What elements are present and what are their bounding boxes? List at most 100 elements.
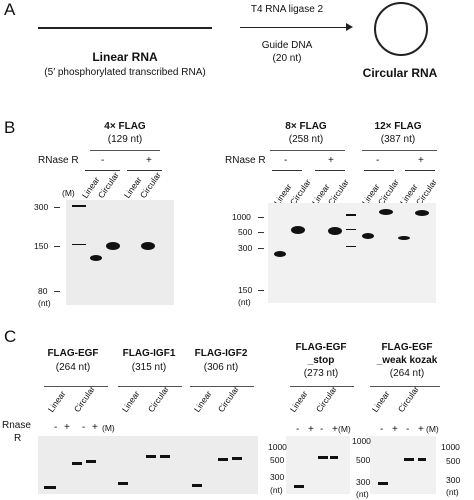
gel3-band-linear [362, 233, 374, 239]
gelc4-plus-1: + [308, 424, 314, 435]
gelc5-name: FLAG-EGF [381, 342, 433, 353]
gel2-tick-500 [258, 232, 264, 233]
gel2-image [268, 203, 436, 303]
gel2-plus: + [328, 155, 334, 166]
gel2-name: 8× FLAG [285, 121, 327, 132]
gel2-length: (258 nt) [288, 134, 324, 145]
gel3-name: 12× FLAG [374, 121, 422, 132]
gel2-unit: (nt) [238, 297, 251, 307]
gelc5-unit: (nt) [446, 487, 459, 497]
rnase-label-c-r: R [14, 433, 22, 444]
gelc4-span-arrow [290, 386, 354, 387]
gelc1-name: FLAG-EGF [47, 348, 99, 359]
gelc3-unit: (nt) [270, 485, 283, 495]
gelc4-marker-300: 300 [356, 477, 371, 487]
enzyme-label: T4 RNA ligase 2 [250, 4, 324, 15]
gel1-bar-minus [85, 170, 120, 171]
gel2-span-arrow [270, 150, 345, 151]
gel2-marker-150: 150 [238, 285, 253, 295]
gel2-marker-300: 300 [238, 243, 253, 253]
gelc1-span-arrow [44, 386, 108, 387]
gel2-bar-minus [272, 170, 302, 171]
gelc4-image [286, 436, 350, 494]
gel1-tick-150 [54, 246, 60, 247]
gelc1-plus-1: + [64, 422, 70, 433]
gel2-band-linear [274, 251, 286, 257]
linear-rna-subtitle: (5′ phosphorylated transcribed RNA) [44, 67, 206, 78]
gel3-span-arrow [362, 150, 437, 151]
gelc5-band-linear [378, 482, 388, 485]
gelc1-band-circular [72, 462, 82, 465]
gel1-lane-m: (M) [62, 188, 75, 198]
gel1-minus: - [101, 155, 105, 166]
gelc1-minus-1: - [54, 422, 58, 433]
gelc2-band-circular-r [160, 455, 170, 458]
gel3-bar-minus [364, 170, 394, 171]
gelc4-marker-500: 500 [356, 455, 371, 465]
gelc4-plus-2: + [332, 424, 338, 435]
gelc5-band-circular-r [418, 458, 426, 461]
linear-rna-title: Linear RNA [92, 50, 158, 64]
gelc3-length: (306 nt) [203, 362, 239, 373]
gelc2-band-circular [146, 455, 156, 458]
gelc4-name: FLAG-EGF [295, 342, 347, 353]
gelc1-band-linear [44, 486, 56, 489]
gel1-plus: + [146, 155, 152, 166]
gelc2-span-arrow [118, 386, 182, 387]
gelc1-length: (264 nt) [55, 362, 91, 373]
gel3-minus: - [376, 155, 380, 166]
linear-rna-line [38, 27, 212, 29]
gel1-image [66, 200, 174, 305]
gel3-band-linear-r [398, 236, 410, 240]
gelc4-length: (273 nt) [303, 368, 339, 379]
panel-c-label: C [4, 327, 17, 346]
rnase-label-c: Rnase [2, 420, 31, 431]
gel3-band-circular-r [415, 210, 429, 216]
gel1-tick-80 [54, 291, 60, 292]
gelc4-minus-1: - [296, 424, 300, 435]
gelc5-band-circular [404, 458, 414, 461]
gel2-bar-plus [315, 170, 345, 171]
gel2-tick-300 [258, 248, 264, 249]
guide-dna-label: Guide DNA [261, 40, 313, 51]
gel2-marker-band-3 [346, 246, 356, 247]
gelc3-marker-500: 500 [270, 455, 285, 465]
gel3-band-circular [379, 209, 393, 215]
circular-rna-circle [374, 2, 428, 56]
gelc1-minus-2: - [82, 422, 86, 433]
gelc5-name2: _weak kozak [376, 355, 438, 366]
gelc5-plus-1: + [392, 424, 398, 435]
rnase-label-b: RNase R [38, 155, 79, 166]
gel3-length: (387 nt) [380, 134, 416, 145]
circular-rna-title: Circular RNA [362, 66, 438, 80]
gelc3-marker-1000: 1000 [268, 442, 287, 452]
gel2-marker-band-1 [346, 214, 356, 216]
gelc4-lane-m: (M) [338, 424, 351, 434]
gel1-tick-300 [54, 207, 60, 208]
gel1-marker-80: 80 [38, 286, 48, 296]
gelc1-lane-m: (M) [102, 423, 115, 433]
gel1-band-linear [90, 255, 102, 261]
gel2-band-circular [291, 226, 305, 234]
gelc3-span-arrow [190, 386, 254, 387]
gel2-marker-500: 500 [238, 227, 253, 237]
gel3-bar-plus [405, 170, 435, 171]
gelc4-band-circular-r [330, 456, 338, 459]
gelc5-length: (264 nt) [389, 368, 425, 379]
gelc5-minus-2: - [406, 424, 410, 435]
gel1-name: 4× FLAG [104, 121, 146, 132]
gelc3-name: FLAG-IGF2 [194, 348, 248, 359]
gel2-band-circular-r [328, 227, 342, 235]
reaction-arrow [240, 27, 350, 28]
guide-dna-length: (20 nt) [272, 53, 302, 64]
gelc4-name2: _stop [307, 355, 335, 366]
gel1-marker-300: 300 [34, 202, 49, 212]
gel1-band-circular-r [141, 242, 155, 250]
gel2-marker-1000: 1000 [232, 212, 251, 222]
gel2-tick-150 [258, 290, 264, 291]
gel1-marker-150: 150 [34, 241, 49, 251]
gelc5-marker-300: 300 [446, 475, 461, 485]
gelc5-marker-500: 500 [446, 456, 461, 466]
gel1-band-circular [106, 242, 120, 250]
